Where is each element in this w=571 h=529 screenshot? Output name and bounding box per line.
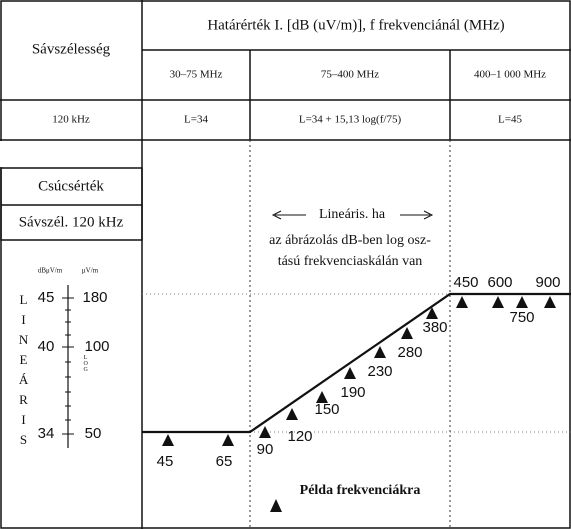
frequency-label: 600 <box>487 274 512 291</box>
row-header: Sávszélesség <box>32 41 111 57</box>
frequency-label: 230 <box>367 363 392 380</box>
detector-box <box>0 167 143 241</box>
note-text: Lineáris. ha <box>319 207 386 222</box>
frequency-label: 150 <box>314 401 339 418</box>
arrow-head <box>271 210 282 220</box>
frequency-label: 280 <box>397 344 422 361</box>
scale-label: 40 <box>38 338 55 355</box>
scale-label: 100 <box>84 338 109 355</box>
scale-label: 45 <box>38 289 55 306</box>
frequency-marker <box>374 346 386 358</box>
note-text: az ábrázolás dB-ben log osz- <box>269 233 431 248</box>
frequency-marker <box>492 296 504 308</box>
linear-label: LINEÁRIS <box>16 292 31 452</box>
frequency-label: 450 <box>453 274 478 291</box>
frequency-marker <box>456 296 468 308</box>
frequency-label: 90 <box>257 441 274 458</box>
frequency-marker <box>516 296 528 308</box>
scale-label: 180 <box>82 289 107 306</box>
frequency-label: 900 <box>535 274 560 291</box>
scale-unit: μV/m <box>82 267 99 275</box>
scale-unit: dBμV/m <box>38 267 63 275</box>
frequency-marker <box>426 307 438 319</box>
frequency-label: 120 <box>287 428 312 445</box>
gap <box>0 141 141 167</box>
limit-line <box>142 292 571 434</box>
frequency-marker <box>544 296 556 308</box>
frequency-label: 45 <box>157 453 174 470</box>
table-cell: L=34 + 15,13 log(f/75) <box>299 114 402 126</box>
bandwidth-label: Sávszél. 120 kHz <box>19 214 124 230</box>
column-header: 75–400 MHz <box>321 69 379 81</box>
frequency-marker <box>222 434 234 446</box>
frequency-label: 190 <box>340 384 365 401</box>
scale-label: 50 <box>85 425 102 442</box>
log-label: LOG <box>83 355 89 373</box>
frequency-marker <box>286 408 298 420</box>
scale-label: 34 <box>38 425 55 442</box>
table-cell: 120 kHz <box>52 114 90 126</box>
legend-marker <box>270 499 282 512</box>
frequency-marker <box>162 434 174 446</box>
column-header: 30–75 MHz <box>170 69 223 81</box>
frequency-marker <box>401 327 413 339</box>
table-cell: L=34 <box>184 114 208 126</box>
arrow-head <box>423 210 434 220</box>
frequency-label: 380 <box>422 319 447 336</box>
scale-ticks <box>62 297 74 435</box>
frequency-marker <box>316 391 328 403</box>
frequency-marker <box>344 367 356 379</box>
example-label: Példa frekvenciákra <box>300 483 421 498</box>
frequency-label: 65 <box>216 453 233 470</box>
table-cell: L=45 <box>498 114 522 126</box>
note-text: tású frekvenciaskálán van <box>278 254 423 269</box>
detector-label: Csúcsérték <box>38 178 104 194</box>
frequency-label: 750 <box>509 309 534 326</box>
column-header: 400–1 000 MHz <box>474 69 546 81</box>
table-title: Határérték I. [dB (uV/m)], f frekvencián… <box>207 17 504 33</box>
frequency-marker <box>259 426 271 438</box>
